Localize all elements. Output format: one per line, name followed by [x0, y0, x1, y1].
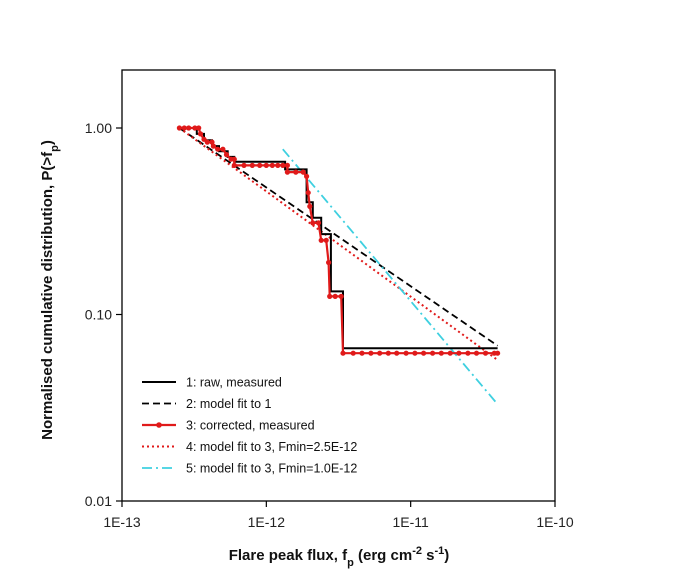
series-3-point — [215, 146, 221, 152]
x-tick-label: 1E-12 — [248, 514, 286, 530]
series-3-point — [210, 143, 216, 149]
series-3-point — [438, 350, 444, 356]
legend-label: 4: model fit to 3, Fmin=2.5E-12 — [186, 440, 357, 454]
series-3-point — [176, 125, 182, 131]
series-3-point — [220, 146, 226, 152]
x-tick-label: 1E-10 — [536, 514, 574, 530]
y-axis-ticks: 1.00 0.10 0.01 — [85, 120, 122, 509]
x-axis-ticks: 1E-13 1E-12 1E-11 1E-10 — [103, 501, 574, 530]
series-3-point — [257, 162, 263, 168]
series-3-point — [186, 125, 192, 131]
series-3-point — [284, 162, 290, 168]
x-tick-label: 1E-13 — [103, 514, 141, 530]
series-3-line — [179, 126, 498, 355]
series-3-point — [447, 350, 453, 356]
series-3-point — [231, 162, 237, 168]
legend-label: 3: corrected, measured — [186, 419, 315, 433]
series-3-point — [377, 350, 383, 356]
series-3-point — [456, 350, 462, 356]
y-tick-label: 0.01 — [85, 493, 112, 509]
series-3-point — [359, 350, 365, 356]
series-3-point — [231, 156, 237, 162]
series-5-line — [282, 148, 499, 405]
series-3-point — [249, 162, 255, 168]
series-3-point — [495, 350, 501, 356]
legend: 1: raw, measured 2: model fit to 1 3: corr… — [142, 376, 357, 476]
legend-swatch-marker — [156, 422, 162, 428]
series-3-point — [204, 139, 210, 145]
x-axis-title: Flare peak flux, fp (erg cm-2 s-1) — [229, 545, 450, 569]
x-tick-label: 1E-11 — [393, 514, 430, 530]
y-axis-title: Normalised cumulative distribution, P(>f… — [39, 140, 61, 440]
series-3-point — [209, 139, 215, 145]
series-3-point — [293, 169, 299, 175]
series-3-point — [263, 162, 269, 168]
series-3-point — [332, 293, 338, 299]
series-3-point — [340, 350, 346, 356]
series-3-point — [305, 190, 311, 196]
series-3-point — [196, 125, 202, 131]
y-tick-label: 0.10 — [85, 307, 112, 323]
series-3-point — [197, 131, 204, 137]
series-3-point — [412, 350, 418, 356]
series-3-point — [315, 220, 322, 226]
series-3-point — [482, 350, 489, 356]
series-2-line — [178, 127, 499, 347]
legend-label: 2: model fit to 1 — [186, 397, 272, 411]
series-3-point — [430, 350, 436, 356]
series-3-point — [327, 293, 333, 299]
series-3-point — [269, 162, 275, 168]
series-3-point — [318, 237, 324, 243]
series-group — [176, 125, 501, 405]
series-3-point — [350, 350, 356, 356]
series-3-point — [307, 203, 313, 209]
series-3-point — [394, 350, 400, 356]
series-3-point — [284, 169, 290, 175]
series-3-point — [368, 350, 374, 356]
plot-frame — [121, 69, 556, 502]
series-3-point — [181, 125, 187, 131]
series-3-point — [280, 162, 286, 168]
series-3-point — [323, 237, 329, 243]
series-3-point — [275, 162, 281, 168]
series-3-point — [338, 293, 344, 299]
legend-label: 1: raw, measured — [186, 376, 282, 390]
series-3-point — [421, 350, 427, 356]
series-3-point — [385, 350, 391, 356]
series-3-point — [473, 350, 480, 356]
series-3-point — [241, 162, 247, 168]
series-3-point — [304, 173, 310, 179]
legend-label: 5: model fit to 3, Fmin=1.0E-12 — [186, 462, 357, 476]
series-3-point — [192, 125, 198, 131]
series-3-point — [300, 169, 306, 175]
series-3-point — [310, 220, 316, 226]
series-3-point — [465, 350, 471, 356]
series-3-point — [326, 259, 332, 266]
series-3-point — [403, 350, 409, 356]
series-3-point — [223, 152, 230, 158]
y-tick-label: 1.00 — [85, 120, 112, 136]
series-4-line — [178, 127, 499, 361]
